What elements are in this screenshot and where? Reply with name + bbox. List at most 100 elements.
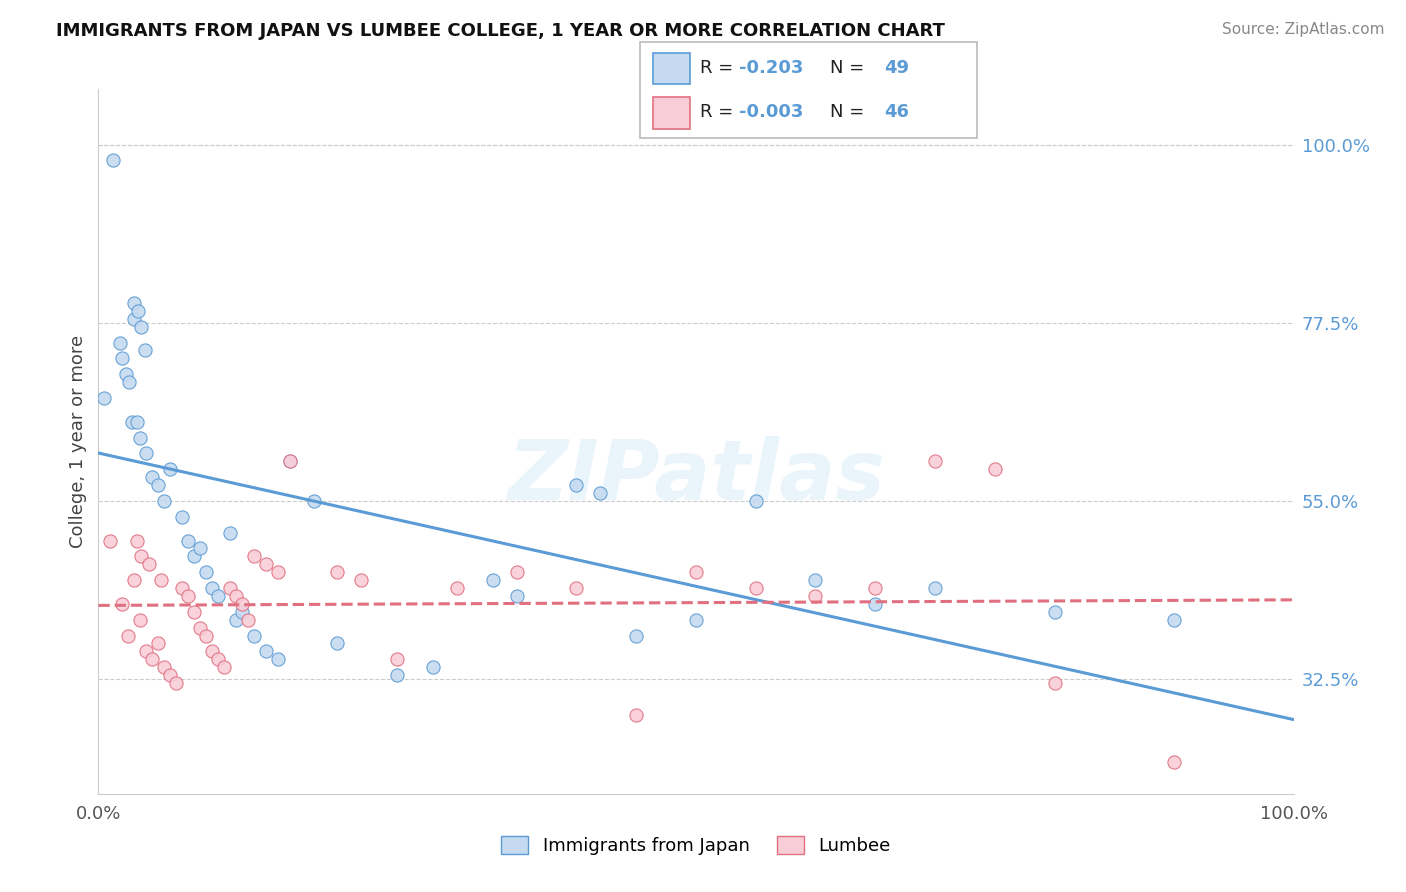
Point xyxy=(138,558,160,572)
Point xyxy=(626,628,648,642)
Point xyxy=(201,581,224,595)
Point xyxy=(1043,676,1066,690)
Point xyxy=(177,533,200,548)
Point xyxy=(212,660,235,674)
Point xyxy=(183,549,205,564)
Point xyxy=(685,613,707,627)
Point xyxy=(121,415,143,429)
Point xyxy=(865,597,887,611)
Point xyxy=(188,541,211,556)
Point xyxy=(201,644,224,658)
Point xyxy=(129,431,152,445)
Text: R =: R = xyxy=(700,103,740,120)
Point xyxy=(422,660,444,674)
Point xyxy=(207,652,229,666)
Point xyxy=(278,454,301,468)
Legend: Immigrants from Japan, Lumbee: Immigrants from Japan, Lumbee xyxy=(494,829,898,863)
Point xyxy=(207,589,229,603)
Point xyxy=(219,581,242,595)
Point xyxy=(236,613,259,627)
Bar xyxy=(654,53,690,85)
Point xyxy=(326,565,349,579)
Point xyxy=(225,589,247,603)
Point xyxy=(108,335,131,350)
Text: N =: N = xyxy=(831,60,870,78)
Text: 49: 49 xyxy=(884,60,910,78)
Point xyxy=(195,565,218,579)
Point xyxy=(159,668,181,682)
Point xyxy=(134,343,156,358)
Point xyxy=(1163,613,1185,627)
Point xyxy=(141,652,163,666)
Point xyxy=(350,573,373,587)
Point xyxy=(446,581,468,595)
Point xyxy=(177,589,200,603)
Point xyxy=(278,454,301,468)
Point xyxy=(111,351,134,366)
Point xyxy=(267,565,290,579)
Point xyxy=(101,153,124,168)
Text: -0.003: -0.003 xyxy=(740,103,804,120)
Point xyxy=(124,296,146,310)
Point xyxy=(115,368,138,382)
Point xyxy=(225,613,247,627)
Point xyxy=(506,565,529,579)
Point xyxy=(141,470,163,484)
Point xyxy=(804,589,827,603)
Point xyxy=(159,462,181,476)
Point xyxy=(565,478,588,492)
Point xyxy=(326,636,349,650)
Point xyxy=(1043,605,1066,619)
Point xyxy=(124,311,146,326)
Point xyxy=(267,652,290,666)
Point xyxy=(984,462,1007,476)
Point xyxy=(231,605,253,619)
Point xyxy=(131,549,153,564)
Text: N =: N = xyxy=(831,103,870,120)
Point xyxy=(385,652,409,666)
Point xyxy=(149,573,172,587)
Point xyxy=(745,494,768,508)
Text: Source: ZipAtlas.com: Source: ZipAtlas.com xyxy=(1222,22,1385,37)
Y-axis label: College, 1 year or more: College, 1 year or more xyxy=(69,335,87,548)
Point xyxy=(148,478,170,492)
Text: ZIPatlas: ZIPatlas xyxy=(508,436,884,517)
Point xyxy=(153,494,176,508)
Point xyxy=(565,581,588,595)
Point xyxy=(865,581,887,595)
Point xyxy=(172,581,194,595)
Point xyxy=(131,319,153,334)
Point xyxy=(385,668,409,682)
Point xyxy=(135,446,157,460)
Point xyxy=(924,454,946,468)
Point xyxy=(183,605,205,619)
Point xyxy=(129,613,152,627)
Point xyxy=(148,636,170,650)
Text: R =: R = xyxy=(700,60,740,78)
Point xyxy=(804,573,827,587)
Point xyxy=(118,375,141,389)
Text: 46: 46 xyxy=(884,103,910,120)
Bar xyxy=(654,97,690,128)
Point xyxy=(482,573,505,587)
Point xyxy=(924,581,946,595)
Point xyxy=(506,589,529,603)
Point xyxy=(745,581,768,595)
Point xyxy=(98,533,122,548)
Point xyxy=(111,597,134,611)
Point xyxy=(125,415,148,429)
Text: IMMIGRANTS FROM JAPAN VS LUMBEE COLLEGE, 1 YEAR OR MORE CORRELATION CHART: IMMIGRANTS FROM JAPAN VS LUMBEE COLLEGE,… xyxy=(56,22,945,40)
Point xyxy=(243,549,266,564)
Point xyxy=(195,628,218,642)
Point xyxy=(254,558,277,572)
Point xyxy=(124,573,146,587)
Point xyxy=(93,391,115,405)
Point xyxy=(172,509,194,524)
Point xyxy=(125,533,148,548)
Point xyxy=(1163,755,1185,769)
Point xyxy=(153,660,176,674)
Point xyxy=(243,628,266,642)
Point xyxy=(231,597,253,611)
Point xyxy=(685,565,707,579)
Point xyxy=(302,494,325,508)
